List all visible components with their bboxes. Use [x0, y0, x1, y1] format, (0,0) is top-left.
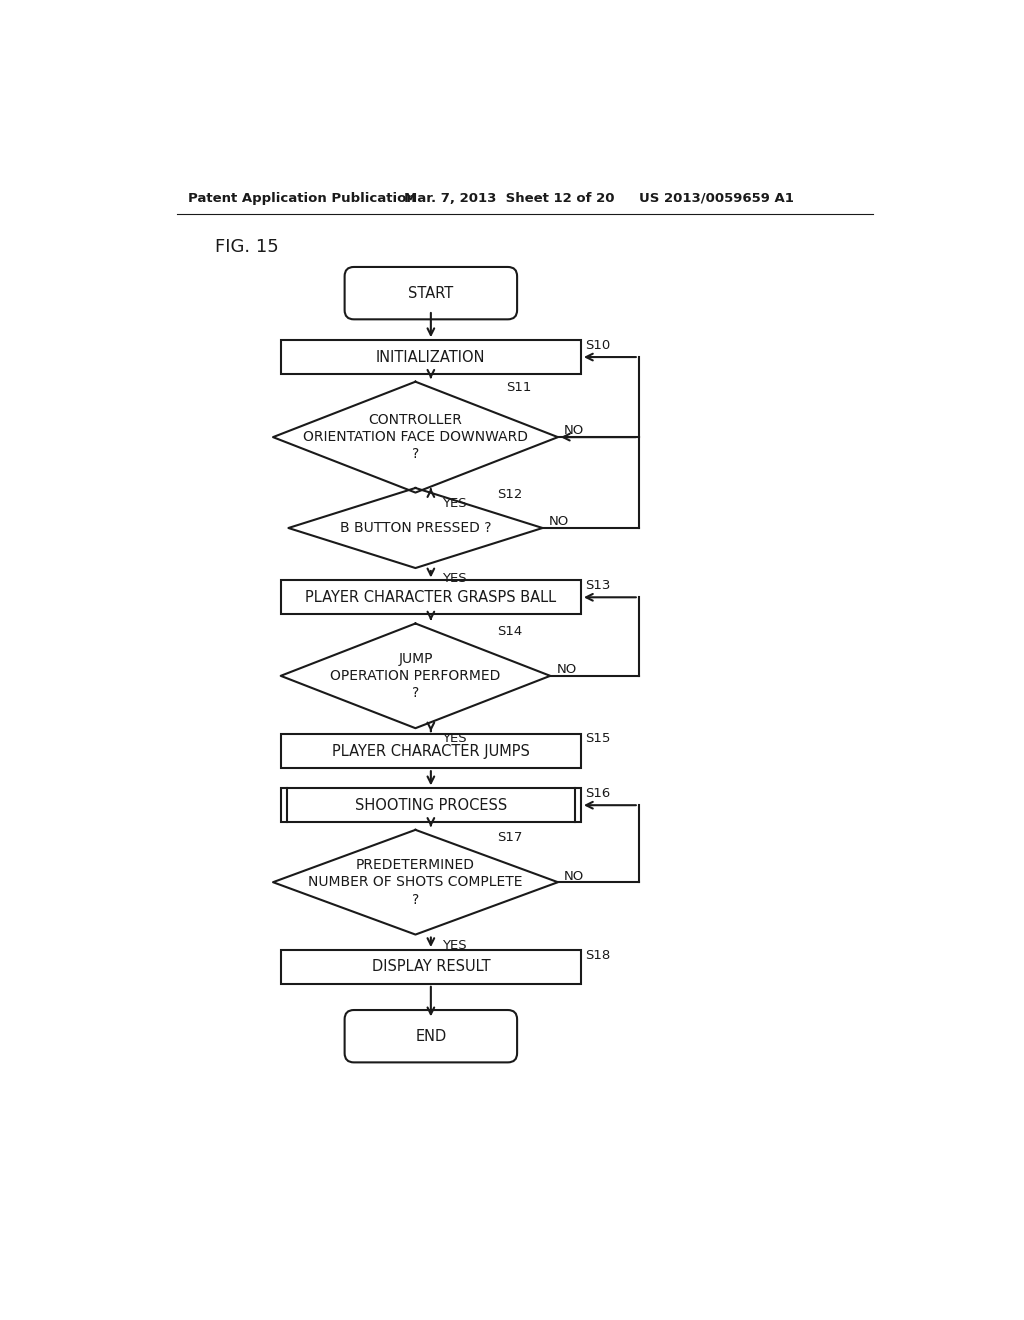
Bar — [281, 734, 581, 768]
Text: END: END — [416, 1028, 446, 1044]
Bar — [281, 788, 581, 822]
Text: YES: YES — [442, 939, 467, 952]
Text: CONTROLLER
ORIENTATION FACE DOWNWARD
?: CONTROLLER ORIENTATION FACE DOWNWARD ? — [303, 413, 528, 462]
Text: INITIALIZATION: INITIALIZATION — [376, 350, 485, 364]
Text: B BUTTON PRESSED ?: B BUTTON PRESSED ? — [340, 521, 492, 535]
Text: S10: S10 — [585, 339, 610, 352]
Text: S15: S15 — [585, 733, 610, 746]
Text: S16: S16 — [585, 787, 610, 800]
FancyBboxPatch shape — [345, 267, 517, 319]
Text: Patent Application Publication: Patent Application Publication — [188, 191, 416, 205]
Text: SHOOTING PROCESS: SHOOTING PROCESS — [354, 797, 507, 813]
Text: S14: S14 — [497, 624, 522, 638]
Polygon shape — [273, 381, 558, 492]
Text: PLAYER CHARACTER JUMPS: PLAYER CHARACTER JUMPS — [332, 743, 529, 759]
Text: S13: S13 — [585, 579, 610, 593]
Text: PREDETERMINED
NUMBER OF SHOTS COMPLETE
?: PREDETERMINED NUMBER OF SHOTS COMPLETE ? — [308, 858, 522, 907]
Bar — [281, 341, 581, 374]
Text: NO: NO — [564, 425, 585, 437]
Polygon shape — [289, 488, 543, 568]
Bar — [281, 581, 581, 614]
Polygon shape — [273, 830, 558, 935]
Bar — [281, 950, 581, 983]
Text: S11: S11 — [506, 381, 531, 395]
Text: DISPLAY RESULT: DISPLAY RESULT — [372, 960, 490, 974]
Text: FIG. 15: FIG. 15 — [215, 238, 279, 256]
Text: S17: S17 — [497, 832, 522, 843]
Polygon shape — [281, 623, 550, 729]
Text: NO: NO — [564, 870, 585, 883]
Text: YES: YES — [442, 496, 467, 510]
Text: US 2013/0059659 A1: US 2013/0059659 A1 — [639, 191, 794, 205]
Text: PLAYER CHARACTER GRASPS BALL: PLAYER CHARACTER GRASPS BALL — [305, 590, 556, 605]
Text: S18: S18 — [585, 949, 610, 962]
Text: YES: YES — [442, 573, 467, 585]
Text: START: START — [409, 285, 454, 301]
Text: NO: NO — [556, 663, 577, 676]
FancyBboxPatch shape — [345, 1010, 517, 1063]
Text: NO: NO — [549, 515, 569, 528]
Text: JUMP
OPERATION PERFORMED
?: JUMP OPERATION PERFORMED ? — [331, 652, 501, 700]
Text: Mar. 7, 2013  Sheet 12 of 20: Mar. 7, 2013 Sheet 12 of 20 — [403, 191, 614, 205]
Text: S12: S12 — [497, 488, 522, 502]
Text: YES: YES — [442, 733, 467, 746]
